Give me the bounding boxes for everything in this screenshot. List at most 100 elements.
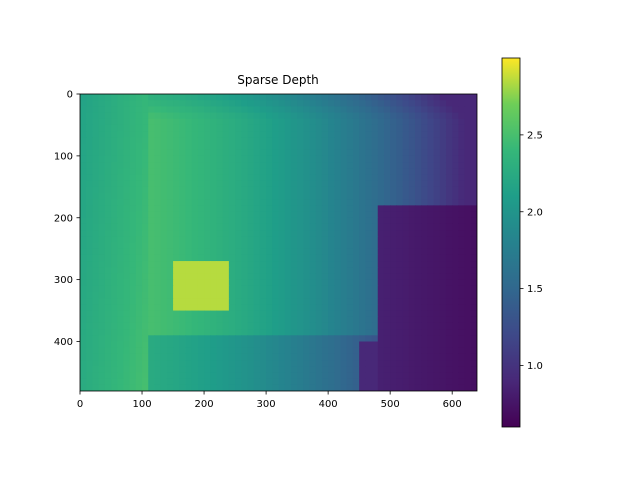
- depth-cell: [197, 384, 205, 391]
- depth-cell: [80, 316, 87, 324]
- depth-cell: [464, 292, 472, 299]
- depth-cell: [266, 242, 273, 250]
- depth-cell: [173, 100, 180, 107]
- depth-cell: [390, 118, 397, 126]
- depth-cell: [328, 341, 335, 349]
- depth-cell: [365, 298, 373, 305]
- depth-cell: [402, 143, 410, 151]
- depth-cell: [321, 118, 329, 126]
- depth-cell: [160, 205, 168, 213]
- depth-cell: [402, 193, 410, 200]
- depth-cell: [452, 230, 459, 237]
- depth-cell: [427, 267, 435, 275]
- depth-cell: [111, 112, 118, 120]
- depth-cell: [197, 199, 205, 206]
- depth-cell: [439, 353, 447, 361]
- depth-cell: [346, 168, 354, 176]
- depth-cell: [123, 131, 131, 138]
- depth-cell: [216, 180, 224, 188]
- depth-cell: [315, 285, 323, 293]
- depth-cell: [142, 174, 149, 182]
- depth-cell: [303, 384, 311, 391]
- depth-cell: [92, 100, 100, 107]
- depth-cell: [390, 137, 397, 145]
- depth-cell: [464, 124, 472, 132]
- depth-cell: [204, 94, 211, 101]
- depth-cell: [216, 205, 224, 213]
- depth-cell: [272, 106, 280, 114]
- depth-cell: [210, 149, 218, 157]
- depth-cell: [290, 199, 298, 206]
- depth-cell: [210, 230, 218, 237]
- depth-cell: [371, 372, 379, 380]
- depth-cell: [408, 149, 416, 157]
- depth-cell: [197, 230, 205, 237]
- depth-cell: [98, 360, 106, 367]
- depth-cell: [328, 254, 335, 262]
- depth-cell: [235, 118, 242, 126]
- depth-cell: [470, 384, 477, 391]
- depth-cell: [160, 180, 168, 188]
- depth-cell: [377, 230, 385, 237]
- depth-cell: [272, 310, 280, 318]
- depth-cell: [427, 322, 435, 330]
- depth-cell: [427, 329, 435, 336]
- depth-cell: [439, 137, 447, 145]
- depth-cell: [179, 131, 187, 138]
- depth-cell: [235, 217, 242, 225]
- depth-cell: [315, 155, 323, 163]
- depth-cell: [154, 217, 162, 225]
- depth-cell: [166, 124, 174, 132]
- depth-cell: [452, 248, 459, 256]
- depth-cell: [284, 180, 292, 188]
- depth-cell: [129, 94, 137, 101]
- depth-cell: [408, 360, 416, 367]
- depth-cell: [197, 292, 205, 299]
- depth-cell: [160, 360, 168, 367]
- depth-cell: [414, 298, 422, 305]
- depth-cell: [253, 273, 261, 281]
- depth-cell: [359, 223, 366, 231]
- depth-cell: [80, 273, 87, 281]
- depth-cell: [414, 199, 422, 206]
- depth-cell: [439, 112, 447, 120]
- depth-cell: [216, 292, 224, 299]
- depth-cell: [111, 378, 118, 386]
- depth-cell: [160, 168, 168, 176]
- depth-cell: [334, 384, 342, 391]
- depth-cell: [80, 267, 87, 275]
- depth-cell: [328, 223, 335, 231]
- depth-cell: [284, 205, 292, 213]
- depth-cell: [197, 112, 205, 120]
- depth-cell: [309, 304, 317, 312]
- depth-cell: [173, 316, 180, 324]
- depth-cell: [241, 360, 249, 367]
- depth-cell: [414, 285, 422, 293]
- depth-cell: [365, 193, 373, 200]
- depth-cell: [266, 298, 273, 305]
- depth-cell: [80, 360, 87, 367]
- depth-cell: [303, 180, 311, 188]
- depth-cell: [148, 155, 156, 163]
- depth-cell: [216, 162, 224, 169]
- depth-cell: [148, 316, 156, 324]
- depth-cell: [470, 112, 477, 120]
- depth-cell: [445, 174, 453, 182]
- depth-cell: [135, 149, 143, 157]
- depth-cell: [433, 335, 441, 343]
- depth-cell: [253, 155, 261, 163]
- depth-cell: [284, 292, 292, 299]
- depth-cell: [247, 223, 255, 231]
- depth-cell: [377, 273, 385, 281]
- depth-cell: [309, 372, 317, 380]
- depth-cell: [185, 248, 193, 256]
- depth-cell: [129, 143, 137, 151]
- depth-cell: [241, 211, 249, 219]
- depth-cell: [222, 199, 230, 206]
- depth-cell: [346, 353, 354, 361]
- depth-cell: [80, 372, 87, 380]
- depth-cell: [80, 180, 87, 188]
- depth-cell: [421, 100, 428, 107]
- depth-cell: [458, 106, 466, 114]
- depth-cell: [371, 335, 379, 343]
